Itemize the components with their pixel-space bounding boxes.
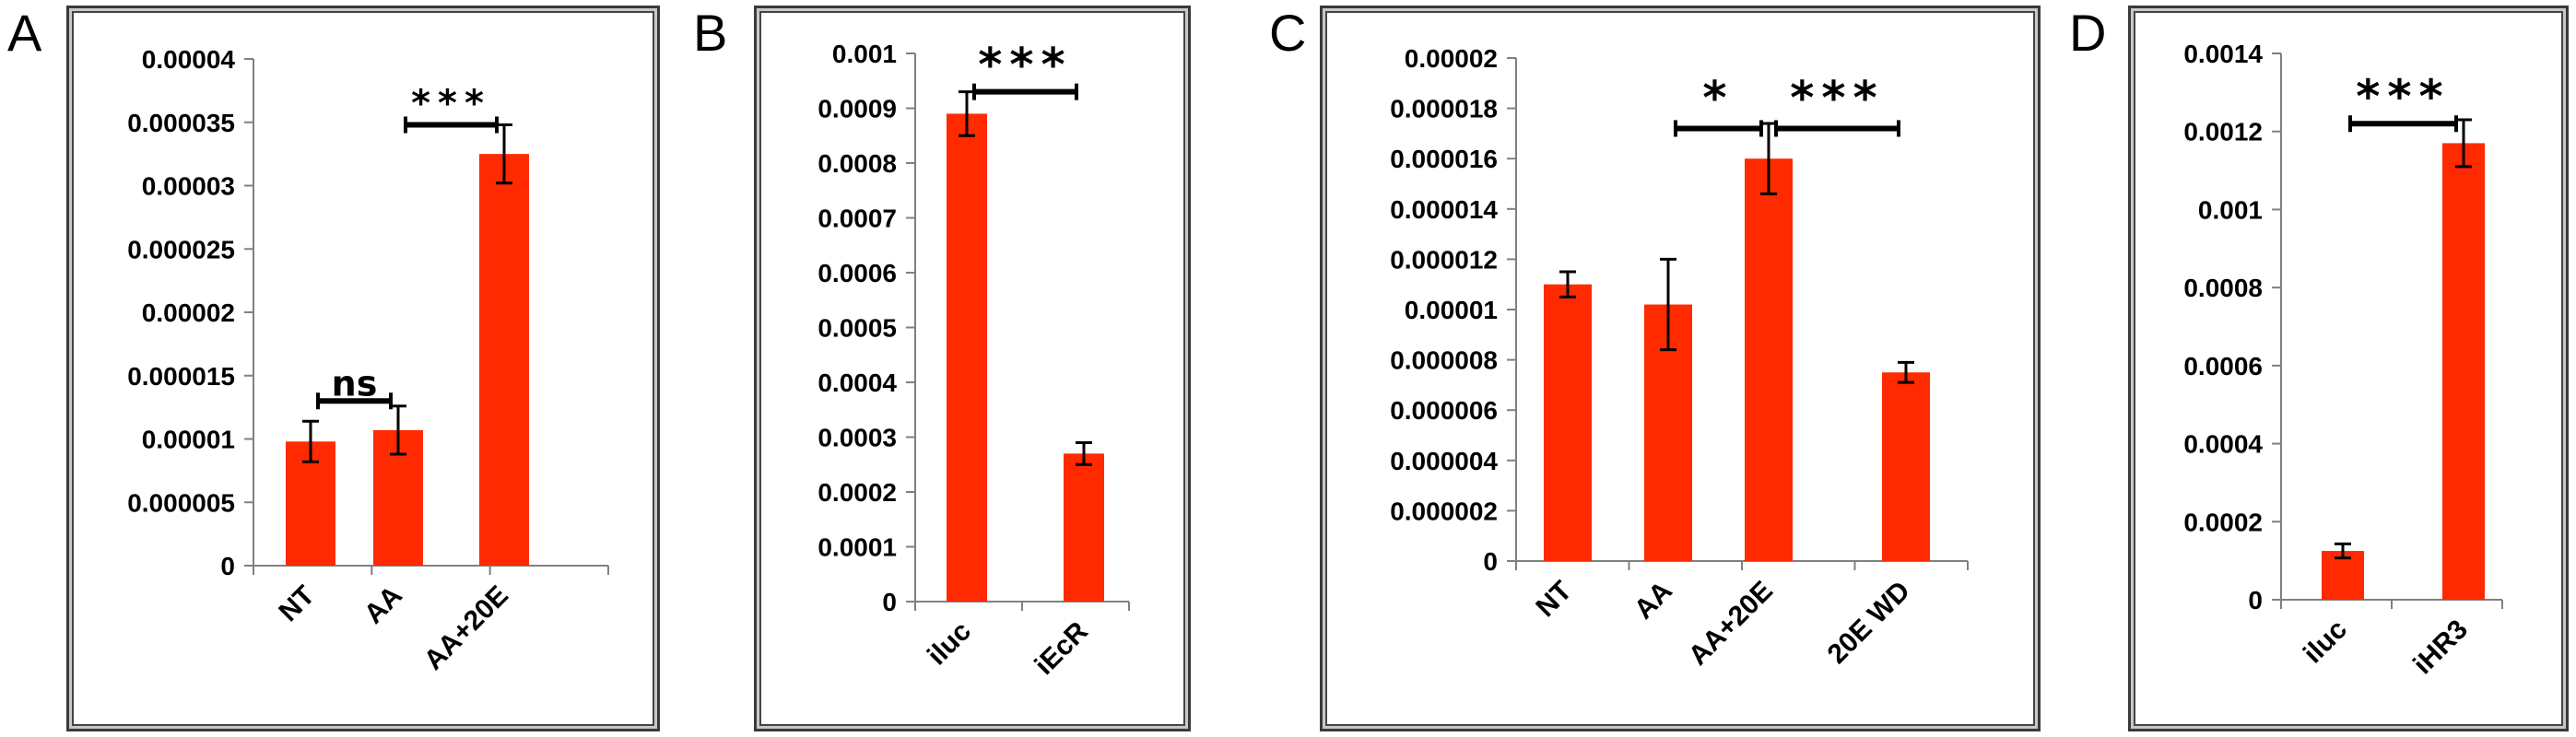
y-tick-label: 0 — [2248, 586, 2263, 614]
y-tick-label: 0.00003 — [142, 172, 235, 201]
y-tick-label: 0 — [220, 552, 235, 580]
y-tick-label: 0.000035 — [127, 109, 235, 137]
y-tick-label: 0.00004 — [142, 45, 236, 74]
significance-label: *** — [1790, 71, 1884, 124]
y-tick-label: 0.0002 — [817, 478, 897, 507]
bar-20e-wd — [1882, 372, 1930, 561]
y-tick-label: 0.000012 — [1390, 245, 1498, 274]
y-tick-label: 0.00002 — [142, 298, 235, 327]
y-tick-label: 0.0002 — [2183, 508, 2263, 536]
y-tick-label: 0.0007 — [817, 205, 897, 233]
y-tick-label: 0.0003 — [817, 424, 897, 452]
bar-iluc — [947, 113, 987, 602]
y-tick-label: 0.00001 — [1405, 296, 1498, 324]
y-tick-label: 0.0005 — [817, 314, 897, 343]
y-tick-label: 0.0006 — [817, 259, 897, 287]
y-tick-label: 0.000005 — [127, 488, 235, 517]
y-tick-label: 0.001 — [2198, 195, 2263, 224]
y-tick-label: 0.0006 — [2183, 352, 2263, 380]
significance-label: *** — [2356, 70, 2450, 123]
y-tick-label: 0.000006 — [1390, 396, 1498, 425]
y-tick-label: 0.000016 — [1390, 145, 1498, 173]
significance-label: *** — [411, 83, 491, 125]
y-tick-label: 0.0001 — [817, 533, 897, 562]
y-tick-label: 0.000014 — [1390, 195, 1498, 224]
y-tick-label: 0.0014 — [2183, 40, 2263, 68]
y-tick-label: 0.00002 — [1405, 44, 1498, 73]
panel-letter-d: D — [2069, 4, 2107, 62]
y-tick-label: 0.0004 — [817, 368, 897, 397]
panel-a-frame — [66, 6, 660, 731]
x-category-label: iluc — [2298, 614, 2353, 670]
y-tick-label: 0.001 — [832, 40, 897, 68]
y-tick-label: 0.000018 — [1390, 95, 1498, 123]
bar-nt — [1544, 284, 1592, 561]
significance-label: ns — [332, 363, 378, 404]
y-tick-label: 0.0004 — [2183, 430, 2263, 459]
y-tick-label: 0 — [1483, 547, 1498, 576]
y-tick-label: 0.000025 — [127, 235, 235, 263]
y-tick-label: 0.0008 — [817, 149, 897, 178]
y-tick-label: 0.00001 — [142, 426, 235, 454]
significance-label: * — [1702, 71, 1734, 124]
x-category-label: iHR3 — [2407, 614, 2474, 681]
y-tick-label: 0 — [882, 588, 897, 616]
panel-letter-a: A — [7, 4, 42, 62]
y-tick-label: 0.000015 — [127, 362, 235, 391]
bar-ihr3 — [2442, 143, 2485, 600]
y-tick-label: 0.000002 — [1390, 497, 1498, 525]
y-tick-label: 0.0008 — [2183, 274, 2263, 302]
bar-aa-20e — [1745, 158, 1793, 561]
bar-aa-20e — [479, 154, 529, 566]
y-tick-label: 0.000004 — [1390, 447, 1498, 475]
significance-label: *** — [978, 39, 1072, 92]
y-tick-label: 0.000008 — [1390, 346, 1498, 375]
panel-letter-b: B — [693, 4, 728, 62]
y-tick-label: 0.0009 — [817, 95, 897, 123]
panel-letter-c: C — [1269, 4, 1307, 62]
y-tick-label: 0.0012 — [2183, 118, 2263, 146]
bar-iecr — [1064, 453, 1104, 602]
